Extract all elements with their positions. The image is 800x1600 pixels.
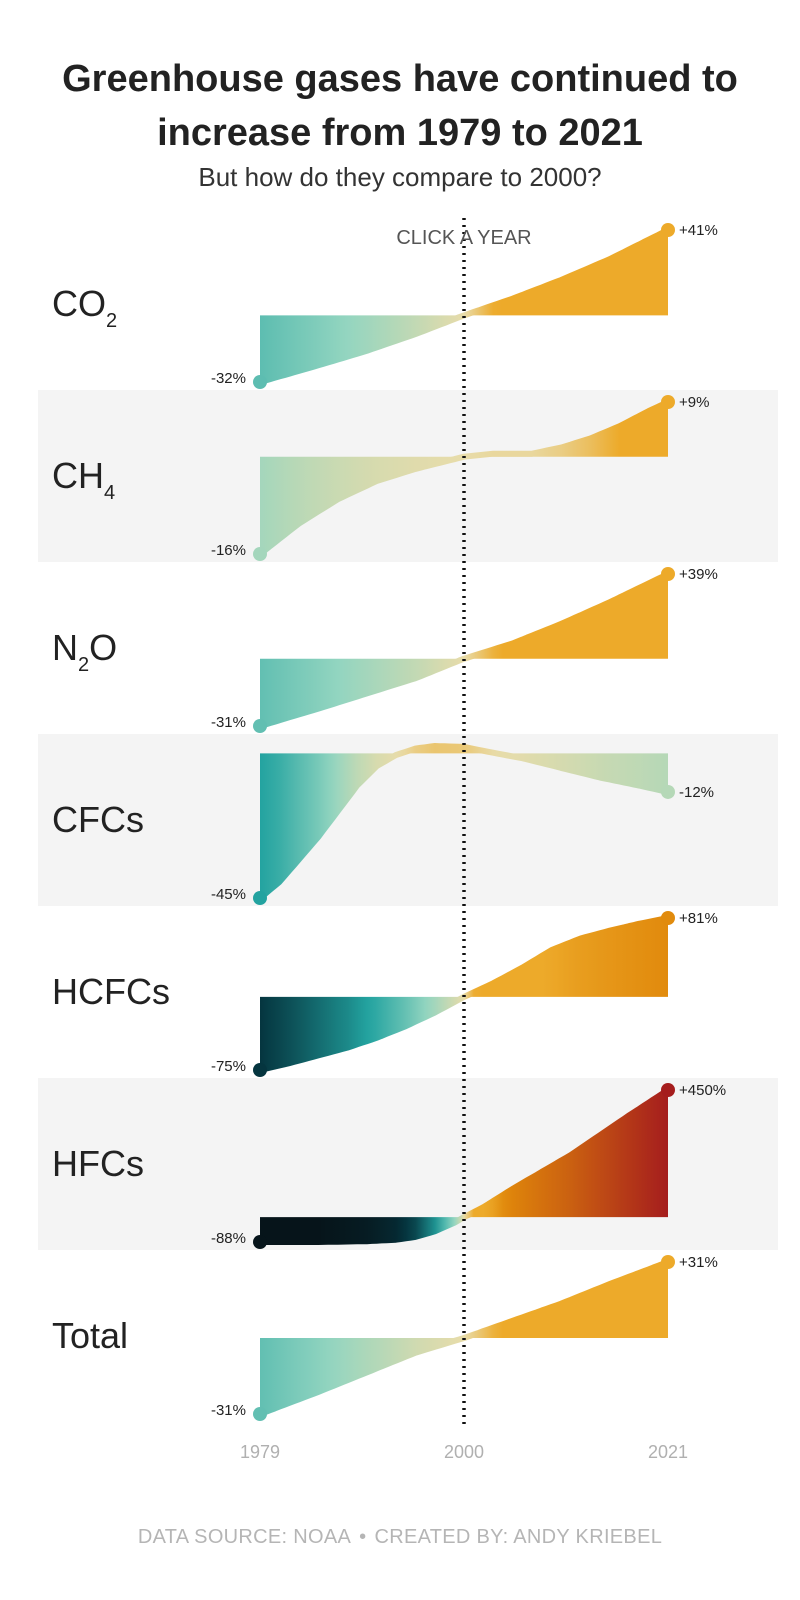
end-point [661, 567, 675, 581]
chart-title-line-1: Greenhouse gases have continued to [62, 58, 738, 100]
series-row-hfcs: -88% +450% HFCs [38, 1078, 778, 1250]
series-area [260, 1090, 668, 1242]
series-row-co: -32% +41% CO2 [52, 222, 718, 389]
x-tick-label: 2021 [648, 1442, 688, 1462]
series-label: CFCs [52, 799, 144, 840]
start-point [253, 719, 267, 733]
x-tick-label: 2000 [444, 1442, 484, 1462]
series-label: Total [52, 1315, 128, 1356]
end-point [661, 1255, 675, 1269]
start-value-label: -31% [211, 714, 246, 731]
end-value-label: -12% [679, 784, 714, 801]
end-value-label: +41% [679, 222, 718, 239]
series-area [260, 918, 668, 1070]
series-row-total: -31% +31% Total [52, 1254, 718, 1421]
series-row-cfcs: -45% -12% CFCs [38, 734, 778, 906]
series-area [260, 402, 668, 554]
start-point [253, 1407, 267, 1421]
x-tick-label: 1979 [240, 1442, 280, 1462]
end-value-label: +31% [679, 1254, 718, 1271]
footer-source: DATA SOURCE: NOAA [137, 1526, 352, 1548]
series-area [260, 574, 668, 726]
start-point [253, 1235, 267, 1249]
end-value-label: +9% [679, 394, 709, 411]
series-row-ch: -16% +9% CH4 [38, 390, 778, 562]
start-value-label: -16% [211, 542, 246, 559]
end-value-label: +450% [679, 1082, 726, 1099]
end-point [661, 911, 675, 925]
start-value-label: -45% [211, 886, 246, 903]
series-label: N2O [52, 627, 117, 676]
series-line [257, 227, 671, 385]
series-area [260, 746, 668, 898]
start-point [253, 375, 267, 389]
click-a-year-label: CLICK A YEAR [396, 227, 531, 249]
start-value-label: -32% [211, 370, 246, 387]
start-point [253, 1063, 267, 1077]
series-label: HCFCs [52, 971, 170, 1012]
series-label: HFCs [52, 1143, 144, 1184]
end-point [661, 1083, 675, 1097]
footer: DATA SOURCE: NOAA • CREATED BY: ANDY KRIEB… [0, 1526, 800, 1549]
start-value-label: -31% [211, 1402, 246, 1419]
series-line [257, 571, 671, 729]
footer-credit: CREATED BY: ANDY KRIEBEL [374, 1526, 663, 1548]
start-point [253, 891, 267, 905]
end-value-label: +39% [679, 566, 718, 583]
start-value-label: -88% [211, 1230, 246, 1247]
series-line [257, 1087, 671, 1245]
series-row-n: -31% +39% N2O [52, 566, 718, 733]
series-row-hcfcs: -75% +81% HCFCs [52, 910, 718, 1077]
chart-title-line-2: increase from 1979 to 2021 [157, 112, 643, 154]
series-area [260, 230, 668, 382]
end-point [661, 784, 675, 799]
footer-separator: • [359, 1526, 367, 1548]
chart-subtitle: But how do they compare to 2000? [198, 162, 602, 192]
end-value-label: +81% [679, 910, 718, 927]
end-point [661, 395, 675, 409]
series-line [257, 743, 671, 901]
end-point [661, 223, 675, 237]
series-label: CH4 [52, 455, 115, 504]
chart-title: Greenhouse gases have continued to incre… [0, 52, 800, 160]
start-value-label: -75% [211, 1058, 246, 1075]
start-point [253, 547, 267, 561]
series-label: CO2 [52, 283, 117, 332]
